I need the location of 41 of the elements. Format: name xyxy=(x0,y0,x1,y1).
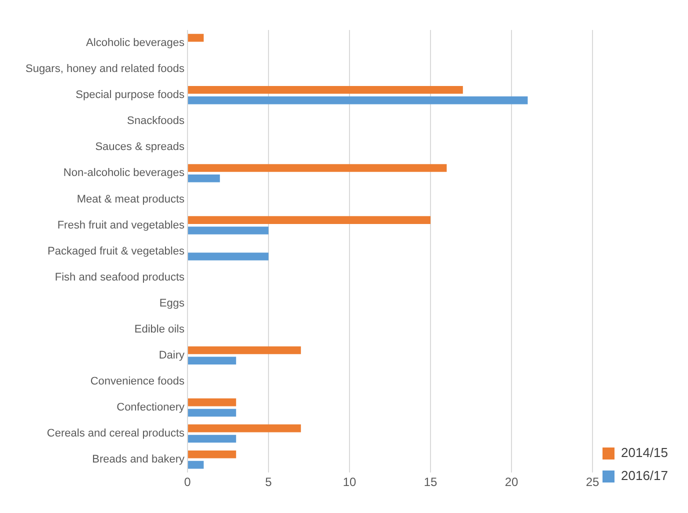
y-tick-label: Fish and seafood products xyxy=(54,271,185,284)
bar xyxy=(188,216,431,224)
bar xyxy=(188,424,301,432)
y-tick-label: Confectionery xyxy=(116,402,185,414)
bar xyxy=(188,226,268,234)
bar xyxy=(188,174,220,182)
bar xyxy=(188,460,204,469)
y-tick-label: Breads and bakery xyxy=(92,454,185,466)
legend-label: 2014/15 xyxy=(621,445,668,460)
bar xyxy=(188,86,463,94)
bar xyxy=(188,398,236,406)
y-tick-label: Alcoholic beverages xyxy=(86,37,185,50)
x-tick-label: 25 xyxy=(586,475,600,490)
y-tick-label: Snackfoods xyxy=(127,115,185,128)
x-tick-label: 10 xyxy=(342,475,356,490)
y-tick-label: Fresh fruit and vegetables xyxy=(57,219,185,232)
bar xyxy=(188,356,236,365)
y-tick-label: Special purpose foods xyxy=(76,89,185,102)
bar xyxy=(188,164,447,172)
bar xyxy=(188,408,236,417)
y-tick-label: Convenience foods xyxy=(90,376,185,388)
y-tick-label: Edible oils xyxy=(134,323,185,336)
y-tick-label: Non-alcoholic beverages xyxy=(63,167,185,180)
bar xyxy=(188,252,268,260)
bar xyxy=(188,34,204,42)
x-tick-label: 5 xyxy=(265,475,272,490)
y-tick-label: Packaged fruit & vegetables xyxy=(48,245,185,258)
bar xyxy=(188,450,236,458)
bar xyxy=(188,96,528,104)
bar xyxy=(188,434,236,443)
y-tick-label: Cereals and cereal products xyxy=(46,428,185,440)
y-tick-label: Dairy xyxy=(158,349,185,362)
x-tick-label: 0 xyxy=(184,475,192,490)
legend-label: 2016/17 xyxy=(621,468,668,484)
x-tick-label: 20 xyxy=(504,475,518,490)
bar xyxy=(188,346,301,354)
y-tick-label: Eggs xyxy=(159,297,185,310)
y-tick-label: Sauces & spreads xyxy=(95,141,185,154)
y-tick-label: Meat & meat products xyxy=(76,193,185,206)
y-tick-label: Sugars, honey and related foods xyxy=(25,63,185,76)
x-tick-label: 15 xyxy=(424,475,438,490)
